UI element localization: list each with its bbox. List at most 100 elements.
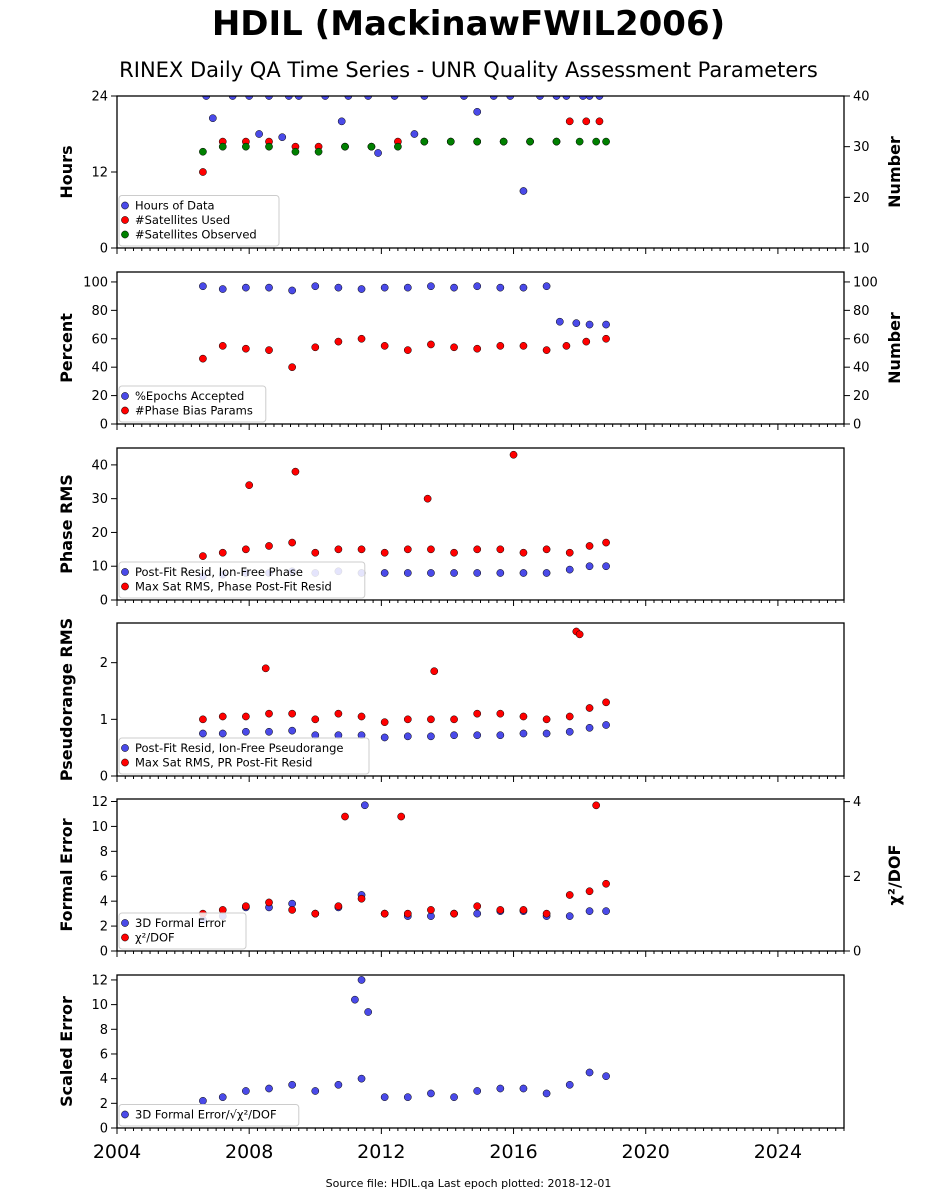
data-point: [565, 1080, 574, 1089]
y-tick-label: 4: [100, 895, 108, 910]
data-point: [357, 894, 366, 903]
legend-box: [118, 1104, 300, 1127]
x-tick-label: 2008: [225, 1141, 273, 1163]
data-point: [427, 906, 435, 914]
right-y-axis-label: Number: [885, 312, 904, 384]
data-point: [562, 342, 571, 350]
data-point: [450, 569, 458, 577]
data-point: [265, 542, 273, 550]
data-point: [542, 545, 551, 554]
legend-marker: [121, 201, 129, 210]
y-tick-label: 100: [83, 275, 108, 290]
y-axis-label: Phase RMS: [57, 474, 76, 574]
legend-box: [118, 195, 280, 247]
legend: Hours of Data#Satellites Used#Satellites…: [118, 195, 280, 247]
data-point: [265, 898, 273, 907]
data-point: [450, 283, 458, 292]
data-point: [473, 902, 482, 911]
y-tick-label: 40: [91, 361, 108, 376]
data-point: [446, 137, 455, 146]
data-point: [602, 320, 610, 329]
data-points: [199, 96, 610, 195]
y-tick-label: 60: [91, 332, 108, 347]
data-point: [242, 283, 250, 292]
data-point: [410, 130, 419, 138]
data-point: [519, 283, 528, 292]
x-tick-label: 2016: [489, 1141, 537, 1163]
y-tick-label: 30: [91, 492, 108, 507]
data-point: [496, 283, 505, 292]
data-point: [334, 1080, 343, 1089]
data-point: [311, 1087, 320, 1095]
data-point: [265, 1084, 273, 1093]
data-point: [334, 545, 343, 554]
legend: %Epochs Accepted#Phase Bias Params: [118, 385, 267, 423]
data-point: [311, 282, 320, 291]
data-point: [242, 712, 250, 721]
data-point: [423, 494, 432, 503]
data-point: [380, 569, 389, 577]
plot-frame: [116, 622, 845, 777]
data-point: [496, 731, 505, 740]
data-point: [496, 545, 505, 554]
y-tick-label: 0: [100, 945, 108, 960]
y-tick-label: 2: [100, 656, 108, 671]
data-point: [450, 343, 458, 352]
data-point: [585, 887, 594, 896]
data-point: [519, 548, 528, 557]
y-tick-label: 2: [100, 1097, 108, 1112]
data-point: [585, 723, 594, 732]
right-y-tick-label: 60: [853, 332, 870, 347]
data-point: [288, 286, 296, 295]
legend-label: 3D Formal Error: [135, 916, 226, 930]
plot-frame: [116, 974, 845, 1129]
legend-marker: [121, 744, 129, 752]
data-point: [572, 319, 581, 327]
data-point: [542, 715, 551, 724]
data-point: [427, 569, 435, 577]
y-tick-label: 10: [91, 820, 108, 835]
data-point: [427, 1089, 435, 1098]
data-point: [473, 282, 482, 291]
legend-box: [118, 561, 366, 599]
data-point: [542, 569, 551, 577]
data-point: [364, 1008, 372, 1016]
data-point: [199, 1097, 207, 1105]
y-tick-label: 12: [91, 166, 108, 181]
right-y-axis-label: χ²/DOF: [885, 845, 904, 906]
data-point: [208, 114, 217, 123]
y-tick-label: 6: [100, 1047, 108, 1062]
data-point: [519, 906, 528, 914]
data-point: [245, 481, 254, 490]
y-tick-label: 8: [100, 1023, 108, 1038]
y-tick-label: 6: [100, 870, 108, 885]
y-tick-label: 0: [100, 1122, 108, 1137]
legend-label: #Satellites Observed: [135, 228, 257, 242]
data-point: [585, 542, 594, 550]
data-point: [519, 1084, 528, 1093]
right-y-tick-label: 100: [853, 275, 878, 290]
data-point: [602, 698, 610, 707]
data-point: [394, 142, 402, 151]
data-point: [380, 909, 389, 918]
data-point: [499, 137, 508, 146]
data-point: [380, 342, 389, 350]
data-point: [261, 664, 270, 673]
y-axis-label: Percent: [57, 313, 76, 383]
data-point: [334, 283, 343, 292]
data-point: [585, 1068, 594, 1077]
right-y-tick-label: 4: [853, 795, 861, 810]
data-point: [496, 906, 505, 914]
data-point: [288, 363, 296, 372]
data-point: [397, 812, 406, 821]
data-point: [602, 538, 610, 547]
data-point: [595, 117, 604, 126]
data-point: [565, 891, 574, 899]
data-point: [473, 1087, 482, 1095]
data-point: [380, 1093, 389, 1102]
legend-marker: [121, 758, 129, 767]
data-point: [288, 1080, 296, 1089]
